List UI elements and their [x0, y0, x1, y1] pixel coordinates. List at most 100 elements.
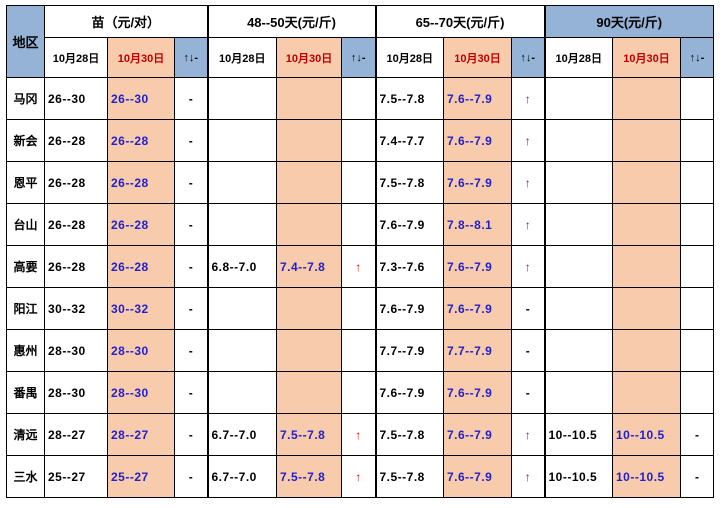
new-price-cell: 7.6--7.9 [443, 245, 512, 288]
group-header-48-50-days: 48--50天(元/斤) [207, 5, 377, 38]
new-price-cell: 26--28 [107, 245, 175, 288]
new-price-cell: 7.5--7.8 [276, 413, 342, 456]
region-cell: 台山 [6, 203, 45, 246]
date-old-header-65-70-days: 10月28日 [375, 37, 444, 78]
new-price-cell: 7.6--7.9 [443, 161, 512, 204]
old-price-cell: 7.4--7.7 [375, 119, 444, 162]
region-cell: 高要 [6, 245, 45, 288]
new-price-cell: 26--28 [107, 203, 175, 246]
new-price-cell: 25--27 [107, 455, 175, 498]
table-row: 番禺 28--30 28--30-7.6--7.9 7.6--7.9- [6, 371, 714, 414]
trend-cell: - [174, 413, 209, 456]
old-price-cell: 28--30 [44, 371, 108, 414]
trend-up-icon: ↑ [511, 203, 546, 246]
trend-cell: - [174, 245, 209, 288]
trend-cell: - [174, 455, 209, 498]
old-price-cell: 6.7--7.0 [207, 413, 277, 456]
old-price-cell [207, 329, 277, 372]
table-row: 马冈 26--30 26--30-7.5--7.8 7.6--7.9 ↑ [6, 77, 714, 120]
trend-header-seedling: ↑↓- [174, 37, 209, 78]
old-price-cell: 7.5--7.8 [375, 161, 444, 204]
old-price-cell [544, 329, 613, 372]
trend-up-icon: ↑ [511, 77, 546, 120]
old-price-cell: 26--28 [44, 161, 108, 204]
new-price-cell [276, 77, 342, 120]
trend-cell [341, 287, 377, 330]
trend-cell [341, 161, 377, 204]
old-price-cell [207, 371, 277, 414]
old-price-cell: 7.6--7.9 [375, 287, 444, 330]
new-price-cell [612, 119, 681, 162]
old-price-cell [544, 77, 613, 120]
trend-cell: - [174, 77, 209, 120]
trend-cell [680, 245, 714, 288]
new-price-cell [276, 203, 342, 246]
old-price-cell: 28--30 [44, 329, 108, 372]
new-price-cell [612, 287, 681, 330]
new-price-cell [612, 77, 681, 120]
trend-up-icon: ↑ [511, 413, 546, 456]
header-row-dates: 10月28日 10月30日 ↑↓- 10月28日 10月30日 ↑↓- 10月28日 10月3… [7, 37, 714, 78]
new-price-cell: 7.6--7.9 [443, 371, 512, 414]
old-price-cell: 26--28 [44, 245, 108, 288]
old-price-cell: 26--30 [44, 77, 108, 120]
old-price-cell [544, 161, 613, 204]
trend-cell: - [680, 413, 714, 456]
old-price-cell: 10--10.5 [544, 413, 613, 456]
date-new-header-seedling: 10月30日 [107, 37, 175, 78]
old-price-cell [207, 119, 277, 162]
old-price-cell [544, 371, 613, 414]
table-row: 惠州 28--30 28--30-7.7--7.9 7.7--7.9- [6, 329, 714, 372]
region-cell: 恩平 [6, 161, 45, 204]
trend-cell: - [174, 161, 209, 204]
old-price-cell [207, 287, 277, 330]
region-cell: 三水 [6, 455, 45, 498]
new-price-cell: 7.8--8.1 [443, 203, 512, 246]
trend-cell: - [680, 455, 714, 498]
region-cell: 新会 [6, 119, 45, 162]
old-price-cell: 7.7--7.9 [375, 329, 444, 372]
region-cell: 清远 [6, 413, 45, 456]
new-price-cell [276, 161, 342, 204]
date-old-header-90-days: 10月28日 [544, 37, 613, 78]
trend-cell [341, 203, 377, 246]
trend-header-48-50-days: ↑↓- [341, 37, 377, 78]
table-row: 阳江 30--32 30--32-7.6--7.9 7.6--7.9- [6, 287, 714, 330]
new-price-cell [612, 329, 681, 372]
date-old-header-48-50-days: 10月28日 [207, 37, 277, 78]
old-price-cell: 30--32 [44, 287, 108, 330]
header-row-groups: 地区 苗（元/对） 48--50天(元/斤) 65--70天(元/斤) 90天(… [6, 5, 714, 78]
new-price-cell [612, 371, 681, 414]
new-price-cell: 10--10.5 [612, 455, 681, 498]
new-price-cell: 26--30 [107, 77, 175, 120]
trend-up-icon: ↑ [341, 413, 377, 456]
old-price-cell: 7.6--7.9 [375, 371, 444, 414]
new-price-cell [276, 119, 342, 162]
price-table-container: 地区 苗（元/对） 48--50天(元/斤) 65--70天(元/斤) 90天(… [6, 5, 714, 498]
old-price-cell [544, 287, 613, 330]
trend-cell: - [174, 371, 209, 414]
trend-cell [341, 371, 377, 414]
new-price-cell: 28--30 [107, 329, 175, 372]
region-cell: 惠州 [6, 329, 45, 372]
old-price-cell: 10--10.5 [544, 455, 613, 498]
new-price-cell: 7.7--7.9 [443, 329, 512, 372]
table-row: 新会 26--28 26--28-7.4--7.7 7.6--7.9 ↑ [6, 119, 714, 162]
new-price-cell: 7.6--7.9 [443, 77, 512, 120]
table-row: 台山 26--28 26--28-7.6--7.9 7.8--8.1 ↑ [6, 203, 714, 246]
region-cell: 阳江 [6, 287, 45, 330]
old-price-cell [207, 77, 277, 120]
new-price-cell: 7.5--7.8 [276, 455, 342, 498]
old-price-cell [544, 203, 613, 246]
trend-header-90-days: ↑↓- [680, 37, 714, 78]
trend-cell [341, 329, 377, 372]
trend-up-icon: ↑ [511, 161, 546, 204]
trend-header-65-70-days: ↑↓- [511, 37, 546, 78]
old-price-cell: 7.6--7.9 [375, 203, 444, 246]
region-cell: 番禺 [6, 371, 45, 414]
trend-cell [680, 287, 714, 330]
old-price-cell: 7.5--7.8 [375, 455, 444, 498]
old-price-cell: 7.3--7.6 [375, 245, 444, 288]
table-row: 三水 25--27 25--27-6.7--7.0 7.5--7.8 ↑ 7.5--7.8… [6, 455, 714, 498]
trend-cell: - [174, 119, 209, 162]
